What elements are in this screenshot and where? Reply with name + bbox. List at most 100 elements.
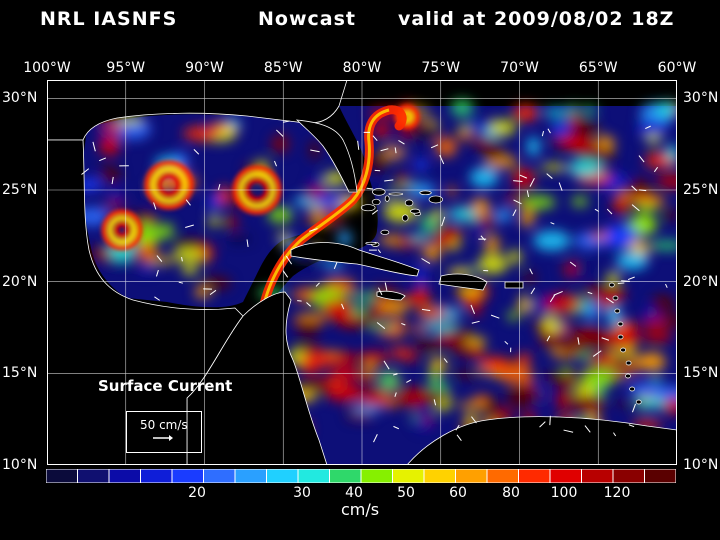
- current-patch: [527, 136, 540, 157]
- current-patch: [351, 405, 382, 414]
- bahamas-island: [388, 192, 404, 196]
- current-patch: [489, 119, 516, 136]
- current-arrow: [181, 256, 183, 262]
- current-patch: [469, 167, 499, 188]
- colorbar-segment: [549, 469, 582, 483]
- current-patch: [464, 337, 487, 346]
- antilles-island: [612, 295, 619, 301]
- current-patch: [297, 319, 320, 337]
- lon-label: 95°W: [106, 60, 146, 76]
- current-arrow: [309, 228, 318, 232]
- current-patch: [543, 372, 573, 384]
- current-patch: [377, 299, 410, 315]
- eddy-ring: [144, 160, 194, 210]
- current-arrow: [421, 258, 431, 265]
- bahamas-island: [372, 188, 386, 196]
- current-patch: [435, 226, 463, 239]
- current-patch: [310, 194, 345, 208]
- current-patch: [138, 242, 157, 264]
- current-patch: [639, 318, 673, 327]
- current-arrow: [605, 297, 614, 304]
- antilles-island: [620, 347, 626, 353]
- current-patch: [539, 332, 564, 348]
- current-arrow: [384, 179, 394, 182]
- current-patch: [408, 122, 442, 140]
- current-patch: [457, 129, 472, 141]
- current-patch: [397, 172, 408, 188]
- current-arrow: [563, 429, 574, 433]
- lon-label: 60°W: [657, 60, 697, 76]
- current-patch: [389, 347, 414, 359]
- current-patch: [422, 416, 435, 423]
- current-patch: [348, 390, 362, 401]
- antilles-island: [629, 386, 635, 392]
- current-patch: [464, 121, 494, 131]
- current-patch: [161, 222, 174, 239]
- bahamas-island: [360, 204, 376, 212]
- current-arrow: [310, 149, 320, 153]
- current-patch: [382, 396, 397, 409]
- current-patch: [309, 140, 320, 160]
- colorbar-segment: [234, 469, 267, 483]
- current-patch: [520, 195, 556, 210]
- current-patch: [512, 167, 536, 190]
- current-arrow: [92, 141, 96, 152]
- current-arrow: [504, 340, 509, 345]
- current-patch: [98, 166, 122, 184]
- current-patch: [616, 366, 643, 374]
- current-patch: [642, 328, 673, 344]
- antilles-island: [625, 373, 631, 379]
- bahamas-island: [380, 229, 390, 235]
- colorbar-segment: [171, 469, 204, 483]
- current-arrow: [519, 174, 528, 179]
- current-patch: [498, 364, 533, 385]
- reference-arrow-icon: [153, 435, 173, 441]
- current-arrow: [276, 129, 284, 137]
- current-arrow: [546, 173, 553, 179]
- current-arrow: [546, 335, 551, 342]
- current-arrow: [529, 177, 535, 187]
- colorbar-segment: [392, 469, 425, 483]
- current-arrow: [99, 157, 107, 162]
- current-arrow: [558, 182, 563, 191]
- current-arrow: [357, 140, 360, 150]
- current-arrow: [341, 303, 345, 310]
- speed-colorbar: [46, 469, 676, 483]
- current-patch: [452, 369, 489, 378]
- bahamas-island: [365, 241, 377, 245]
- current-arrow: [513, 199, 522, 205]
- current-arrow: [631, 204, 640, 212]
- current-patch: [512, 104, 539, 122]
- current-patch: [348, 306, 368, 316]
- current-arrow: [154, 296, 160, 301]
- eddy-ring: [150, 166, 188, 204]
- current-arrow: [393, 373, 398, 376]
- current-patch: [666, 144, 677, 163]
- bahamas-island: [402, 214, 409, 222]
- colorbar-segment: [612, 469, 645, 483]
- colorbar-segment: [77, 469, 110, 483]
- colorbar-units: cm/s: [340, 500, 380, 519]
- current-arrow: [384, 282, 388, 291]
- current-patch: [473, 217, 485, 238]
- current-patch: [572, 258, 588, 277]
- current-patch: [617, 399, 630, 407]
- antilles-island: [635, 399, 642, 405]
- current-patch: [605, 286, 626, 302]
- current-arrow: [513, 180, 523, 182]
- eddy-ring: [107, 215, 137, 245]
- current-patch: [414, 339, 441, 351]
- lon-label: 85°W: [263, 60, 303, 76]
- current-arrow: [315, 282, 320, 287]
- current-patch: [568, 104, 579, 114]
- current-arrow: [185, 199, 191, 206]
- current-arrow: [376, 322, 386, 329]
- colorbar-segment: [360, 469, 393, 483]
- current-patch: [101, 257, 138, 268]
- current-patch: [139, 266, 155, 273]
- colorbar-segment: [108, 469, 141, 483]
- current-arrow: [613, 432, 617, 437]
- current-arrow: [111, 176, 114, 185]
- current-arrow: [178, 281, 184, 284]
- current-patch: [435, 136, 457, 157]
